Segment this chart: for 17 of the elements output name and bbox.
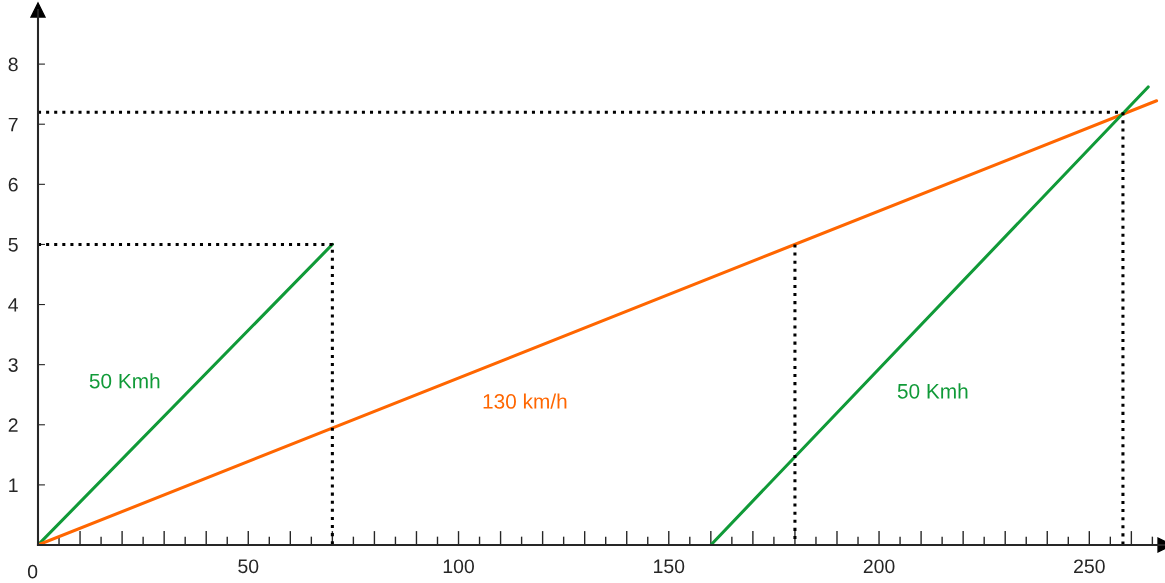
x-tick-label: 100 <box>443 559 474 574</box>
x-tick-label: 50 <box>238 559 259 574</box>
y-tick-label: 1 <box>9 478 18 492</box>
y-tick-label: 4 <box>8 298 18 312</box>
series-label: 130 km/h <box>483 393 567 409</box>
x-tick-label: 250 <box>1074 559 1105 574</box>
y-tick-label: 7 <box>8 117 18 132</box>
y-tick-label: 5 <box>8 238 18 252</box>
y-tick-label: 2 <box>8 418 18 432</box>
series-label: 50 Kmh <box>89 373 160 389</box>
x-tick-label: 0 <box>27 564 38 579</box>
y-tick-label: 6 <box>8 177 18 192</box>
series-label: 50 Kmh <box>897 383 968 399</box>
x-tick-label: 150 <box>654 559 685 574</box>
y-tick-label: 8 <box>8 57 18 72</box>
x-tick-label: 200 <box>863 559 895 574</box>
y-tick-label: 3 <box>8 358 18 372</box>
